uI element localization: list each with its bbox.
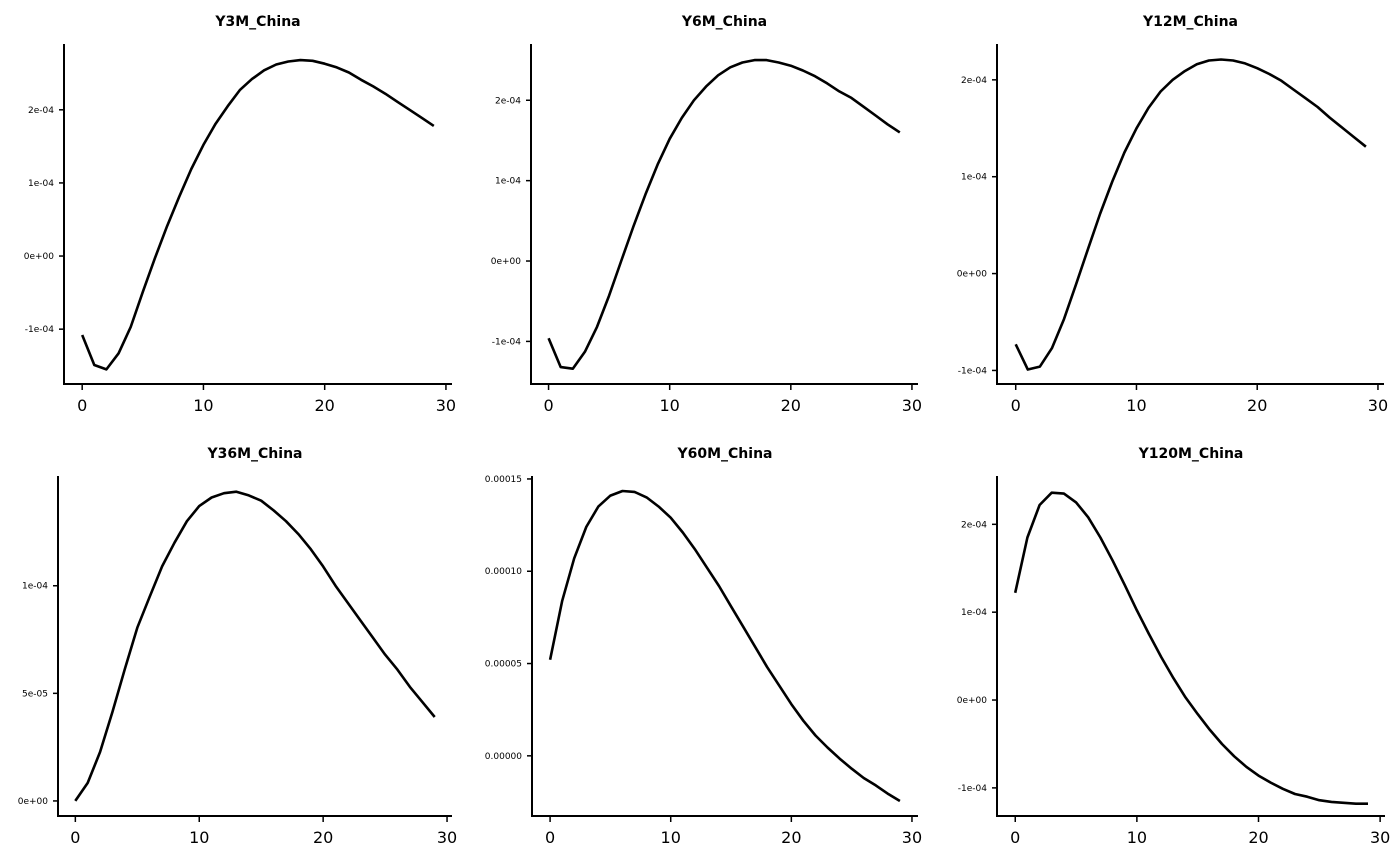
panel-Y12M_China: Y12M_China 0 10 20 30 -1e-04 0e+00 1e-04 2e-04: [957, 14, 1388, 415]
y-tick-label: -1e-04: [958, 784, 987, 794]
y-tick-label: 0.00005: [485, 660, 522, 670]
x-tick-label: 20: [313, 828, 333, 847]
x-tick-label: 0: [77, 396, 87, 415]
x-tick-label: 30: [1368, 396, 1388, 415]
y-tick-label: 0e+00: [957, 270, 988, 280]
x-tick-label: 10: [661, 828, 681, 847]
series-line: [80, 58, 435, 371]
x-tick-label: 20: [1247, 396, 1267, 415]
y-tick-label: 1e-04: [495, 177, 521, 187]
x-tick-label: 0: [543, 396, 553, 415]
y-tick-label: -1e-04: [492, 337, 521, 347]
x-tick-label: 10: [1127, 828, 1147, 847]
panel-title: Y12M_China: [1142, 14, 1238, 30]
panel-Y60M_China: Y60M_China 0 10 20 30 0.00000 0.00005 0.00010 0.…: [485, 446, 922, 847]
series-line: [548, 489, 901, 803]
x-tick-label: 20: [781, 828, 801, 847]
y-tick-label: 0e+00: [957, 696, 988, 706]
x-tick-label: 30: [436, 396, 456, 415]
x-tick-label: 0: [1010, 828, 1020, 847]
series-line: [1013, 491, 1368, 806]
y-tick-label: -1e-04: [958, 366, 987, 376]
x-tick-label: 30: [902, 396, 922, 415]
panel-title: Y120M_China: [1138, 446, 1244, 462]
y-tick-label: 1e-04: [28, 179, 54, 189]
x-tick-label: 20: [1248, 828, 1268, 847]
panel-title: Y6M_China: [681, 14, 767, 30]
panel-title: Y3M_China: [214, 14, 300, 30]
y-tick-label: 2e-04: [495, 96, 521, 106]
series-line: [74, 490, 436, 802]
panel-Y36M_China: Y36M_China 0 10 20 30 0e+00 5e-05 1e-04: [18, 446, 457, 847]
y-tick-label: 1e-04: [22, 582, 48, 592]
x-tick-label: 20: [781, 396, 801, 415]
x-tick-label: 0: [545, 828, 555, 847]
y-tick-label: 2e-04: [961, 76, 987, 86]
x-tick-label: 0: [70, 828, 80, 847]
y-tick-label: 1e-04: [961, 173, 987, 183]
panel-title: Y36M_China: [206, 446, 302, 462]
x-tick-label: 0: [1011, 396, 1021, 415]
x-tick-label: 30: [902, 828, 922, 847]
y-tick-label: 5e-05: [22, 689, 48, 699]
y-tick-label: 1e-04: [961, 608, 987, 618]
panel-Y6M_China: Y6M_China 0 10 20 30 -1e-04 0e+00 1e-04 2e-04: [491, 14, 922, 415]
x-tick-label: 10: [193, 396, 213, 415]
panel-Y120M_China: Y120M_China 0 10 20 30 -1e-04 0e+00 1e-04 2e-04: [957, 446, 1391, 847]
y-tick-label: 0.00010: [485, 567, 522, 577]
x-tick-label: 30: [1370, 828, 1390, 847]
y-tick-label: 2e-04: [961, 520, 987, 530]
x-tick-label: 30: [437, 828, 457, 847]
y-tick-label: 0.00015: [485, 475, 522, 485]
x-tick-label: 20: [315, 396, 335, 415]
y-tick-label: 0e+00: [491, 257, 522, 267]
panel-title: Y60M_China: [676, 446, 772, 462]
x-tick-label: 10: [1126, 396, 1146, 415]
y-tick-label: 0.00000: [485, 752, 522, 762]
series-line: [547, 58, 901, 371]
y-tick-label: 2e-04: [28, 106, 54, 116]
panel-Y3M_China: Y3M_China 0 10 20 30 -1e-04 0e+00 1e-04 2e-04: [24, 14, 456, 415]
x-tick-label: 10: [660, 396, 680, 415]
y-tick-label: 0e+00: [18, 797, 49, 807]
x-tick-label: 10: [189, 828, 209, 847]
y-tick-label: 0e+00: [24, 252, 55, 262]
series-line: [1014, 58, 1367, 371]
y-tick-label: -1e-04: [25, 325, 54, 335]
